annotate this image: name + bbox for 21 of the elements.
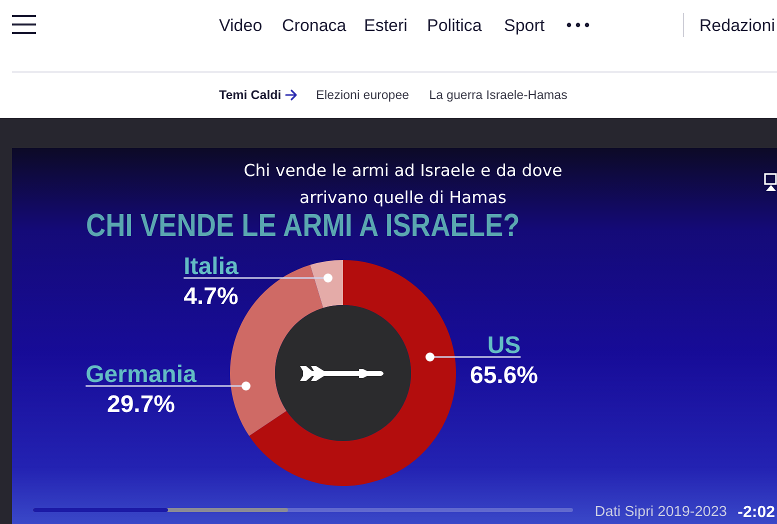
text: Esteri <box>364 16 408 35</box>
chart-title: Chi vende le armi ad Israele e da dove arrivano quelle di Hamas <box>244 161 562 207</box>
slice-label: Germania <box>86 361 198 388</box>
text: Redazioni <box>699 16 775 35</box>
text: Video <box>219 16 262 35</box>
slice-label: Italia <box>184 253 239 280</box>
text: Cronaca <box>282 16 347 35</box>
data-label: 29.7% <box>106 391 176 418</box>
text: La guerra Israele-Hamas <box>429 88 568 102</box>
text: -2:02 <box>738 504 776 521</box>
text: Temi Caldi <box>219 88 282 102</box>
text: Politica <box>427 16 482 35</box>
data-label: 4.7% <box>184 283 238 310</box>
text: Sport <box>504 16 545 35</box>
text: Elezioni europee <box>316 88 410 102</box>
donut-slice <box>310 260 343 308</box>
slice-label: US <box>487 332 521 359</box>
donut-slice <box>249 260 456 486</box>
text: Dati Sipri 2019-2023 <box>594 504 727 520</box>
chart-subtitle: CHI VENDE LE ARMI A ISRAELE? <box>86 208 520 244</box>
data-label: 65.6% <box>470 362 538 389</box>
